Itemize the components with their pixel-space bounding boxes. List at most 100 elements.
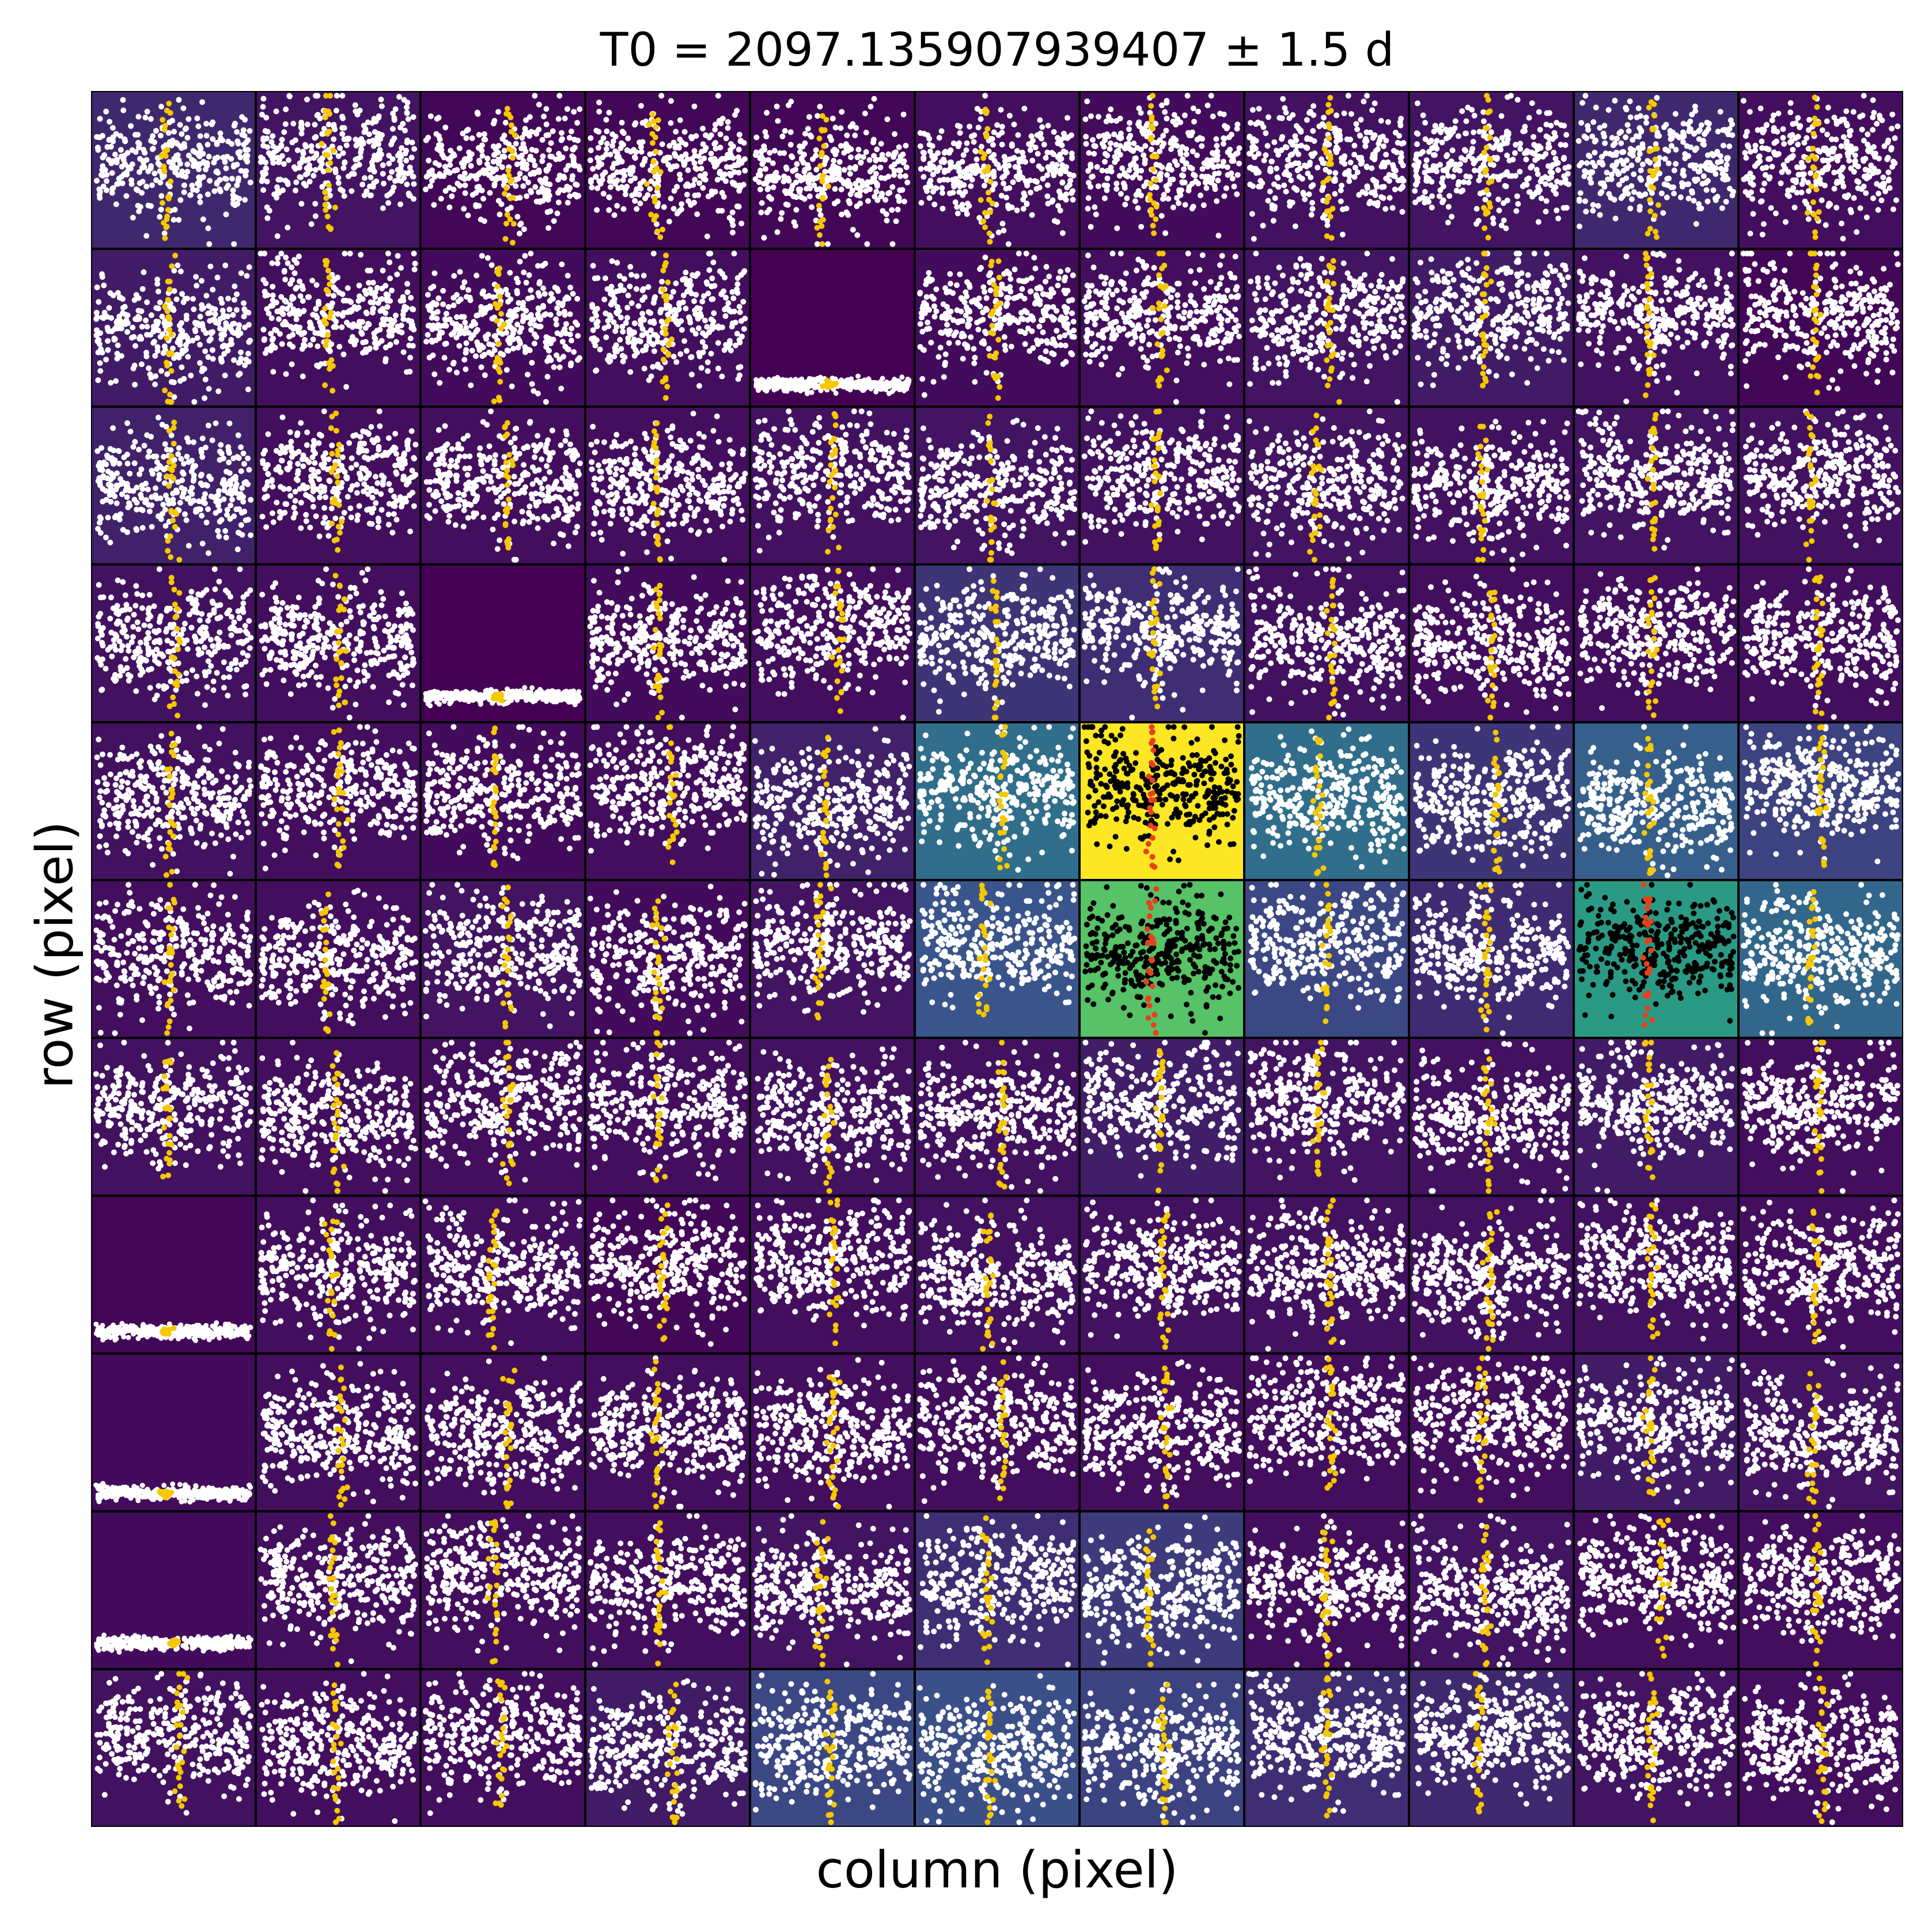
pixel-panel-r3-c2 [419, 563, 586, 723]
pixel-panel-r6-c2 [419, 1037, 586, 1197]
pixel-panel-r2-c5 [914, 405, 1081, 566]
out-of-transit-points [1740, 1040, 1900, 1194]
in-transit-points [491, 266, 507, 404]
out-of-transit-points [1411, 1513, 1571, 1667]
out-of-transit-points [587, 884, 748, 1036]
pixel-panel-r0-c10 [1737, 91, 1903, 250]
in-transit-points [819, 734, 831, 878]
in-transit-points [1805, 1371, 1821, 1505]
pixel-panel-r6-c8 [1408, 1037, 1575, 1197]
pixel-panel-r4-c7 [1243, 721, 1410, 881]
in-transit-points [988, 578, 1002, 721]
in-transit-points [650, 420, 664, 563]
in-transit-points [643, 111, 666, 240]
out-of-transit-points [93, 882, 253, 1036]
out-of-transit-points [589, 251, 748, 389]
out-of-transit-points [917, 1355, 1077, 1504]
out-of-transit-points [917, 418, 1078, 556]
in-transit-points [1809, 1513, 1824, 1667]
in-transit-points [328, 410, 345, 553]
pixel-panel-r5-c6 [1078, 879, 1245, 1039]
pixel-panel-r1-c9 [1573, 248, 1740, 408]
in-transit-points [1473, 1355, 1490, 1503]
out-of-transit-points [423, 1513, 583, 1654]
out-of-transit-points [1741, 1671, 1900, 1825]
out-of-transit-points [1576, 1040, 1735, 1194]
out-of-transit-points [917, 93, 1077, 247]
in-transit-points [1809, 1208, 1822, 1345]
pixel-panel-r7-c6 [1078, 1195, 1245, 1355]
pixel-panel-r6-c7 [1243, 1037, 1410, 1197]
in-transit-points [995, 1040, 1009, 1190]
pixel-panel-r4-c4 [749, 721, 916, 881]
out-of-transit-points [1412, 724, 1572, 869]
in-transit-points [1143, 724, 1158, 870]
in-transit-points [655, 1202, 670, 1342]
pixel-panel-r7-c3 [584, 1195, 751, 1355]
in-transit-points [665, 1681, 680, 1825]
in-transit-points [157, 1488, 175, 1500]
in-transit-points [1640, 1355, 1658, 1497]
out-of-transit-points [753, 373, 912, 396]
pixel-background [1079, 1511, 1244, 1669]
in-transit-points [158, 100, 174, 241]
in-transit-points [824, 1374, 843, 1510]
pixel-panel-r8-c2 [419, 1352, 586, 1512]
in-transit-points [1155, 1682, 1172, 1825]
pixel-panel-r1-c5 [914, 248, 1081, 408]
out-of-transit-points [918, 1040, 1078, 1194]
in-transit-points [1814, 724, 1829, 869]
pixel-panel-r9-c6 [1078, 1510, 1245, 1670]
out-of-transit-points [1742, 408, 1901, 548]
out-of-transit-points [423, 1671, 583, 1817]
out-of-transit-points [1411, 1041, 1572, 1194]
pixel-panel-r5-c10 [1737, 879, 1903, 1039]
pixel-panel-r5-c9 [1573, 879, 1740, 1039]
pixel-panel-r3-c8 [1408, 563, 1575, 723]
out-of-transit-points [1246, 1671, 1407, 1814]
out-of-transit-points [1577, 1671, 1737, 1807]
pixel-panel-r5-c3 [584, 879, 751, 1039]
in-transit-points [649, 898, 668, 1036]
in-transit-points [1150, 251, 1170, 389]
pixel-panel-r4-c1 [255, 721, 422, 881]
in-transit-points [984, 414, 998, 563]
in-transit-points [827, 1197, 842, 1347]
in-transit-points [1645, 99, 1661, 240]
out-of-transit-points [1247, 1197, 1407, 1352]
in-transit-points [814, 113, 831, 247]
in-transit-points [665, 724, 680, 866]
out-of-transit-points [587, 724, 748, 854]
pixel-panel-r10-c8 [1408, 1668, 1575, 1827]
in-transit-points [1146, 566, 1163, 710]
pixel-panel-r7-c1 [255, 1195, 422, 1355]
pixel-panel-r10-c5 [914, 1668, 1081, 1827]
out-of-transit-points [752, 96, 911, 247]
pixel-panel-r0-c3 [584, 91, 751, 250]
in-transit-points [1642, 251, 1657, 399]
in-transit-points [486, 1208, 500, 1351]
out-of-transit-points [1081, 251, 1242, 405]
pixel-panel-r2-c10 [1737, 405, 1903, 566]
pixel-panel-r2-c1 [255, 405, 422, 566]
pixel-panel-r1-c7 [1243, 248, 1410, 408]
out-of-transit-points [1082, 1197, 1242, 1340]
in-transit-points [491, 691, 505, 704]
out-of-transit-points [752, 408, 912, 554]
in-transit-points [1645, 412, 1659, 552]
out-of-transit-points [588, 1513, 748, 1667]
out-of-transit-points [1082, 1359, 1242, 1498]
pixel-panel-r4-c9 [1573, 721, 1740, 881]
pixel-background [1409, 880, 1574, 1038]
pixel-panel-r9-c4 [749, 1510, 916, 1670]
in-transit-points [1805, 889, 1818, 1026]
pixel-panel-border [1737, 1668, 1903, 1827]
pixel-panel-r9-c5 [914, 1510, 1081, 1670]
out-of-transit-points [916, 1673, 1077, 1825]
out-of-transit-points [917, 1197, 1077, 1352]
in-transit-points [1808, 251, 1824, 396]
out-of-transit-points [1082, 1681, 1242, 1825]
out-of-transit-points [423, 685, 583, 708]
out-of-transit-points [1576, 251, 1736, 404]
pixel-panel-r10-c10 [1737, 1668, 1903, 1827]
